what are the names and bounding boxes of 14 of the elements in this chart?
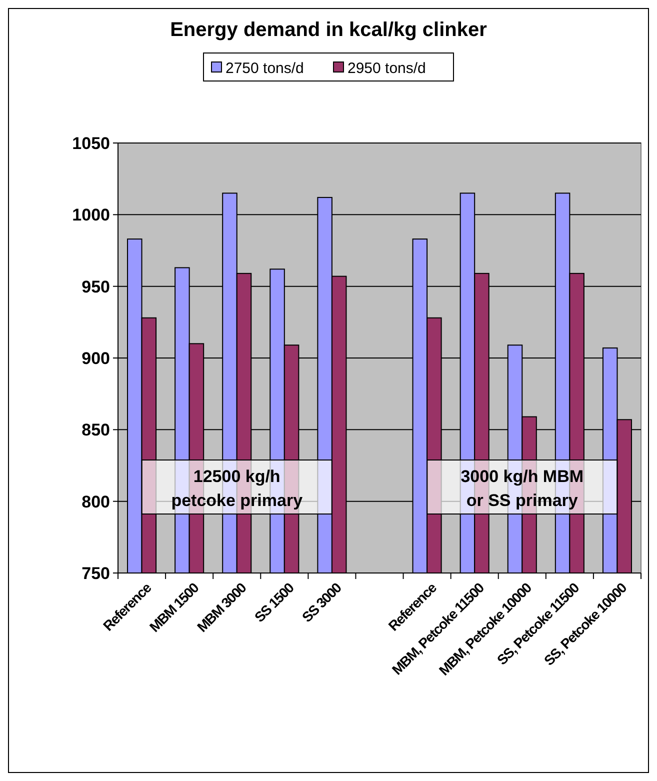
y-tick-label: 950 [82, 277, 110, 296]
chart-title: Energy demand in kcal/kg clinker [170, 19, 488, 41]
y-tick-label: 750 [82, 564, 110, 583]
legend-label: 2750 tons/d [226, 60, 304, 77]
text-box: 12500 kg/h petcoke primary [141, 460, 332, 514]
annotation: 3000 kg/h MBM or SS primary [460, 467, 584, 510]
y-tick-label: 850 [82, 420, 110, 440]
y-tick-label: 1050 [72, 134, 110, 153]
y-tick-label: 1000 [72, 206, 110, 225]
text-box: 3000 kg/h MBM or SS primary [426, 460, 618, 514]
y-tick-label: 800 [82, 492, 110, 512]
annotation: 12500 kg/h petcoke primary [171, 467, 304, 510]
legend-label: 2950 tons/d [348, 60, 426, 77]
y-tick-label: 900 [82, 348, 110, 368]
